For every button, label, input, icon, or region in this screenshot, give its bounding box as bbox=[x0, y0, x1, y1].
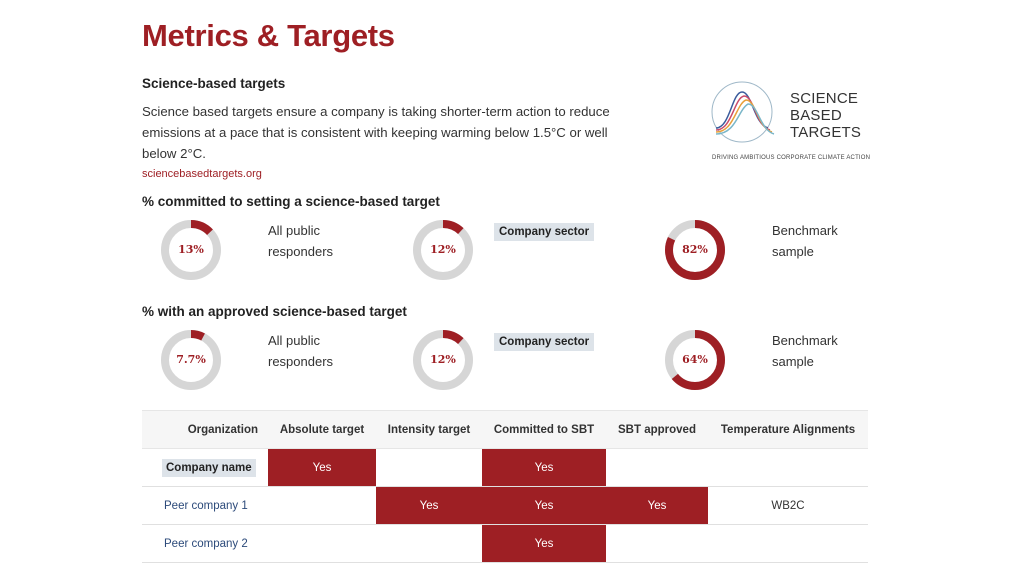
donut-ring bbox=[665, 220, 725, 280]
donut-value: 12% bbox=[430, 243, 456, 256]
table-cell: Yes bbox=[482, 448, 606, 487]
table-cell: Yes bbox=[606, 486, 708, 525]
approved-heading: % with an approved science-based target bbox=[142, 304, 407, 319]
table-row: Peer company 2 Yes bbox=[142, 524, 868, 563]
donut-value: 64% bbox=[682, 353, 708, 366]
column-header: Absolute target bbox=[268, 410, 376, 449]
intro-paragraph: Science based targets ensure a company i… bbox=[142, 104, 610, 161]
donut-chart: 7.7% bbox=[160, 329, 222, 391]
column-header: Committed to SBT bbox=[482, 410, 606, 449]
donut-label: All public responders bbox=[268, 333, 334, 369]
donut-fill bbox=[161, 330, 221, 390]
section-heading: Science-based targets bbox=[142, 76, 286, 91]
donut-fill bbox=[413, 220, 473, 280]
donut-chart: 12% bbox=[412, 219, 474, 281]
sector-tag: Company sector bbox=[494, 223, 595, 241]
table-cell bbox=[708, 448, 868, 487]
donut-fill bbox=[161, 220, 221, 280]
donut-value: 82% bbox=[682, 243, 708, 256]
sbt-website-link[interactable]: sciencebasedtargets.org bbox=[142, 168, 262, 180]
org-cell: Peer company 2 bbox=[142, 524, 268, 563]
sector-tag: Company sector bbox=[494, 333, 595, 351]
donut-ring bbox=[665, 330, 725, 390]
sbt-logo-icon bbox=[711, 81, 775, 143]
table-cell: WB2C bbox=[708, 486, 868, 525]
donut-fill bbox=[665, 220, 725, 280]
donut-ring bbox=[413, 220, 473, 280]
table-cell: Yes bbox=[376, 486, 482, 525]
table-cell bbox=[376, 448, 482, 487]
donut-value: 13% bbox=[178, 243, 204, 256]
donut-ring bbox=[161, 220, 221, 280]
table-cell bbox=[376, 524, 482, 563]
table-cell bbox=[708, 524, 868, 563]
donut-value: 7.7% bbox=[176, 353, 206, 366]
table-row: Peer company 1 Yes Yes Yes WB2C bbox=[142, 486, 868, 525]
donut-label: All public responders bbox=[268, 223, 334, 259]
committed-heading: % committed to setting a science-based t… bbox=[142, 194, 440, 209]
table-cell: Yes bbox=[482, 524, 606, 563]
donut-chart: 82% bbox=[664, 219, 726, 281]
company-name-tag: Company name bbox=[162, 458, 256, 477]
column-header: Temperature Alignments bbox=[708, 410, 868, 449]
sbt-logo: SCIENCE BASED TARGETS DRIVING AMBITIOUS … bbox=[708, 78, 871, 166]
table-cell bbox=[268, 486, 376, 525]
org-cell: Company name bbox=[142, 448, 268, 487]
donut-chart: 13% bbox=[160, 219, 222, 281]
table-cell: Yes bbox=[268, 448, 376, 487]
logo-tagline: DRIVING AMBITIOUS CORPORATE CLIMATE ACTI… bbox=[712, 155, 871, 161]
comparison-table: Organization Absolute target Intensity t… bbox=[142, 410, 868, 563]
donut-ring bbox=[413, 330, 473, 390]
page-title: Metrics & Targets bbox=[142, 18, 395, 53]
donut-chart: 64% bbox=[664, 329, 726, 391]
logo-wordmark: SCIENCE BASED TARGETS bbox=[790, 90, 862, 141]
table-cell bbox=[606, 524, 708, 563]
table-row: Company name Yes Yes bbox=[142, 448, 868, 487]
table-cell bbox=[606, 448, 708, 487]
donut-value: 12% bbox=[430, 353, 456, 366]
donut-chart: 12% bbox=[412, 329, 474, 391]
table-cell bbox=[268, 524, 376, 563]
org-cell: Peer company 1 bbox=[142, 486, 268, 525]
donut-label: Benchmark sample bbox=[772, 333, 838, 369]
column-header: SBT approved bbox=[606, 410, 708, 449]
column-header: Intensity target bbox=[376, 410, 482, 449]
donut-label: Benchmark sample bbox=[772, 223, 838, 259]
donut-ring bbox=[161, 330, 221, 390]
donut-fill bbox=[413, 330, 473, 390]
donut-fill bbox=[665, 330, 725, 390]
table-header-row: Organization Absolute target Intensity t… bbox=[142, 410, 868, 449]
table-cell: Yes bbox=[482, 486, 606, 525]
column-header: Organization bbox=[142, 410, 268, 449]
